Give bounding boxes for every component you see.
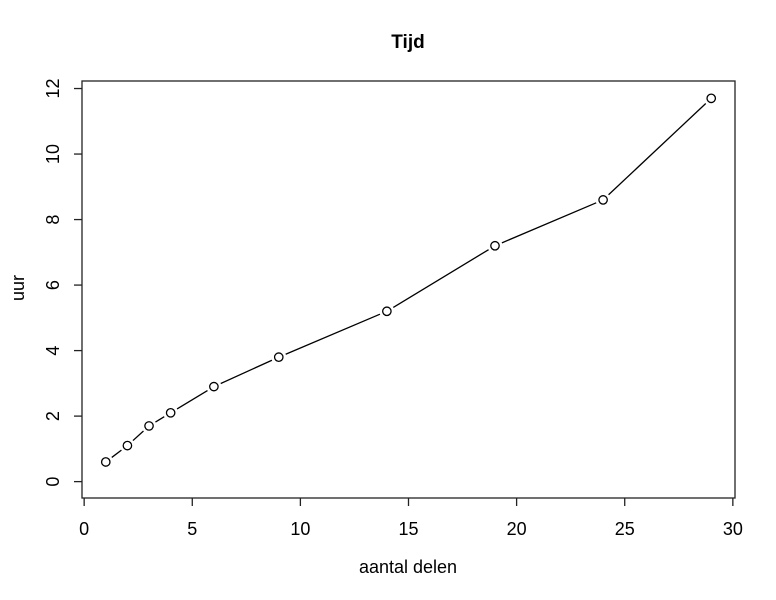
data-point-marker xyxy=(122,440,133,451)
x-axis-label: aantal delen xyxy=(359,557,457,577)
x-tick-label: 10 xyxy=(290,519,310,539)
x-tick-label: 25 xyxy=(615,519,635,539)
series-line-segment xyxy=(608,103,707,196)
y-tick-label: 8 xyxy=(43,215,63,225)
x-tick-label: 20 xyxy=(507,519,527,539)
y-tick-label: 2 xyxy=(43,411,63,421)
y-tick-label: 12 xyxy=(43,79,63,99)
y-tick-label: 0 xyxy=(43,477,63,487)
chart-generated-layer: 0 5 10 15 20 25 30 0 2 4 6 8 10 12 xyxy=(43,79,743,539)
y-tick-label: 10 xyxy=(43,144,63,164)
series-line-segment xyxy=(176,389,208,410)
series-line-segment xyxy=(132,430,144,442)
x-tick-label: 0 xyxy=(79,519,89,539)
data-point-marker xyxy=(598,195,608,205)
x-tick-label: 30 xyxy=(723,519,743,539)
data-point-marker xyxy=(490,240,500,251)
data-point-marker xyxy=(100,457,111,467)
data-point-marker xyxy=(144,421,154,431)
data-point-marker xyxy=(382,306,392,317)
series-line-segment xyxy=(392,249,489,308)
data-point-marker xyxy=(273,352,284,362)
data-point-marker xyxy=(706,93,717,104)
x-tick-label: 15 xyxy=(398,519,418,539)
plot-frame-box xyxy=(81,80,736,499)
data-point-marker xyxy=(209,381,219,392)
chart-title: Tijd xyxy=(391,32,424,53)
series-line-segment xyxy=(155,416,165,423)
data-point-marker xyxy=(165,407,176,418)
series-line-segment xyxy=(285,313,381,355)
x-tick-label: 5 xyxy=(187,519,197,539)
y-tick-label: 4 xyxy=(43,346,63,356)
series-line-segment xyxy=(501,202,597,244)
series-line-segment xyxy=(111,449,122,458)
series-line-segment xyxy=(220,359,273,385)
y-axis-label: uur xyxy=(8,275,28,301)
y-tick-label: 6 xyxy=(43,280,63,290)
